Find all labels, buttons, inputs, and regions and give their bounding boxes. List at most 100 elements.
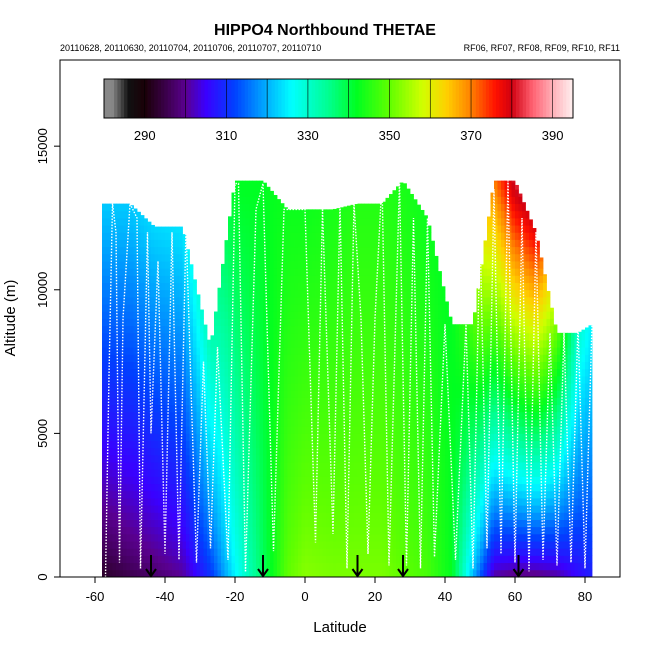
field-cell bbox=[368, 210, 372, 219]
field-cell bbox=[319, 419, 323, 427]
field-cell bbox=[424, 426, 428, 434]
field-cell bbox=[224, 541, 229, 549]
field-cell bbox=[147, 476, 152, 485]
field-cell bbox=[305, 304, 309, 312]
field-cell bbox=[329, 304, 334, 312]
field-cell bbox=[235, 505, 239, 513]
field-cell bbox=[438, 419, 442, 427]
field-cell bbox=[357, 411, 362, 420]
field-cell bbox=[210, 462, 215, 470]
field-cell bbox=[427, 454, 432, 463]
field-cell bbox=[109, 462, 113, 470]
field-cell bbox=[441, 498, 446, 506]
field-cell bbox=[217, 318, 222, 327]
field-cell bbox=[354, 555, 358, 564]
field-cell bbox=[441, 296, 446, 305]
field-cell bbox=[165, 268, 169, 276]
field-cell bbox=[112, 383, 117, 391]
field-cell bbox=[378, 569, 383, 578]
field-cell bbox=[151, 476, 155, 485]
field-cell bbox=[123, 203, 127, 212]
field-cell bbox=[245, 505, 250, 513]
field-cell bbox=[235, 239, 239, 248]
field-cell bbox=[336, 208, 341, 212]
field-cell bbox=[109, 483, 113, 492]
field-cell bbox=[294, 555, 299, 564]
field-cell bbox=[410, 368, 414, 377]
field-cell bbox=[137, 347, 141, 355]
field-cell bbox=[189, 426, 194, 434]
field-cell bbox=[368, 332, 372, 341]
field-cell bbox=[326, 433, 330, 441]
field-cell bbox=[207, 375, 211, 384]
field-cell bbox=[427, 498, 432, 506]
field-cell bbox=[336, 490, 341, 499]
field-cell bbox=[434, 462, 439, 470]
field-cell bbox=[130, 275, 134, 283]
field-cell bbox=[193, 289, 197, 298]
field-cell bbox=[308, 526, 313, 535]
field-cell bbox=[245, 555, 250, 564]
field-cell bbox=[396, 268, 400, 276]
field-cell bbox=[357, 239, 362, 248]
field-cell bbox=[343, 304, 348, 312]
field-cell bbox=[154, 505, 159, 513]
field-cell bbox=[301, 390, 306, 398]
field-cell bbox=[140, 447, 145, 456]
field-cell bbox=[123, 268, 127, 276]
field-cell bbox=[336, 325, 341, 334]
field-cell bbox=[382, 562, 386, 571]
field-cell bbox=[221, 469, 225, 477]
field-cell bbox=[434, 282, 439, 291]
field-cell bbox=[224, 304, 229, 312]
field-cell bbox=[266, 469, 271, 477]
field-cell bbox=[242, 225, 246, 233]
field-cell bbox=[403, 296, 407, 305]
field-cell bbox=[315, 361, 320, 370]
field-cell bbox=[259, 368, 264, 377]
field-cell bbox=[256, 397, 260, 406]
field-cell bbox=[329, 533, 334, 542]
field-cell bbox=[301, 426, 306, 434]
field-cell bbox=[403, 555, 407, 564]
field-cell bbox=[238, 225, 243, 233]
field-cell bbox=[259, 541, 264, 549]
field-cell bbox=[424, 433, 428, 441]
field-cell bbox=[249, 304, 253, 312]
field-cell bbox=[217, 347, 222, 355]
field-cell bbox=[392, 282, 397, 291]
field-cell bbox=[389, 368, 393, 377]
field-cell bbox=[389, 304, 393, 312]
field-cell bbox=[347, 275, 351, 283]
field-cell bbox=[259, 180, 264, 183]
field-cell bbox=[427, 404, 432, 413]
field-cell bbox=[424, 555, 428, 564]
field-cell bbox=[161, 569, 166, 578]
field-cell bbox=[364, 526, 369, 535]
field-cell bbox=[270, 440, 274, 449]
field-cell bbox=[217, 404, 222, 413]
field-cell bbox=[322, 404, 327, 413]
field-cell bbox=[256, 332, 260, 341]
field-cell bbox=[112, 311, 117, 319]
field-cell bbox=[105, 253, 110, 262]
field-cell bbox=[361, 383, 365, 391]
field-cell bbox=[224, 569, 229, 578]
field-cell bbox=[242, 541, 246, 549]
field-cell bbox=[256, 296, 260, 305]
field-cell bbox=[312, 526, 316, 535]
field-cell bbox=[231, 411, 236, 420]
field-cell bbox=[105, 368, 110, 377]
field-cell bbox=[147, 555, 152, 564]
field-cell bbox=[200, 347, 204, 355]
field-cell bbox=[133, 282, 138, 291]
field-cell bbox=[396, 332, 400, 341]
field-cell bbox=[322, 375, 327, 384]
field-cell bbox=[357, 397, 362, 406]
field-cell bbox=[165, 397, 169, 406]
field-cell bbox=[364, 548, 369, 556]
field-cell bbox=[410, 261, 414, 269]
field-cell bbox=[130, 419, 134, 427]
field-cell bbox=[189, 264, 194, 269]
field-cell bbox=[410, 505, 414, 513]
